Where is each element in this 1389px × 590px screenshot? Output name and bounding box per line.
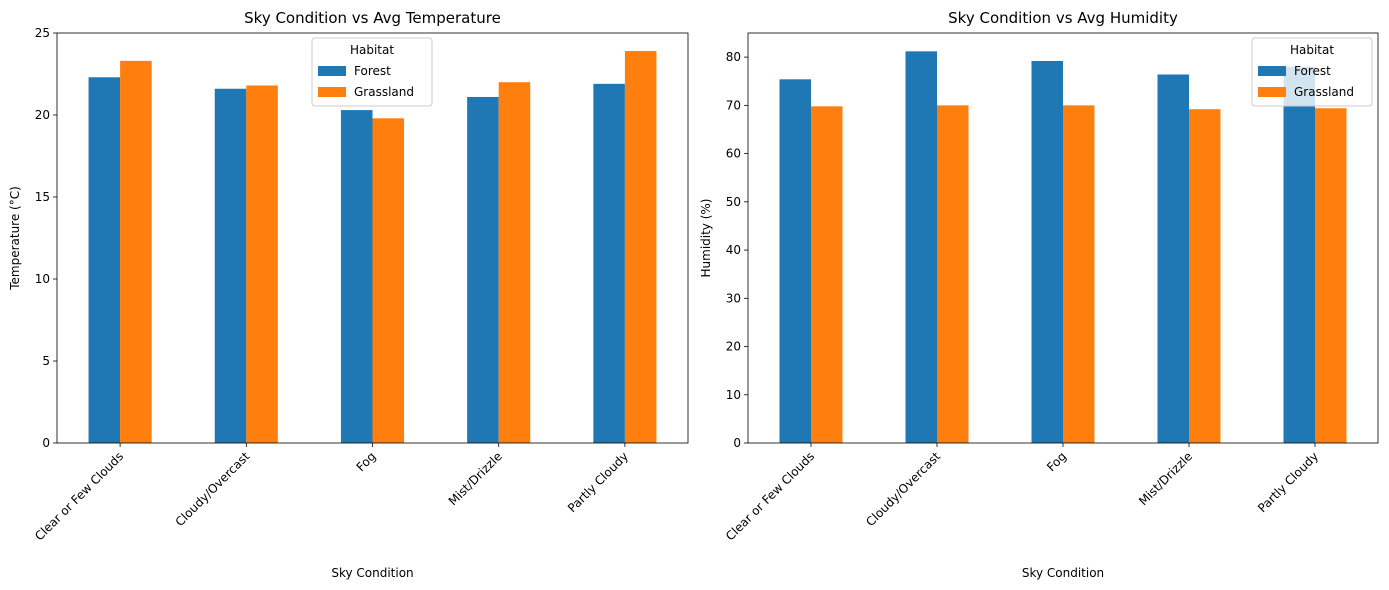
legend-label-forest: Forest — [354, 64, 391, 78]
y-tick-label: 25 — [35, 26, 50, 40]
y-tick-label: 60 — [726, 147, 741, 161]
legend: Habitat Forest Grassland — [311, 37, 433, 107]
y-tick-label: 30 — [726, 291, 741, 305]
bar-forest-3 — [1031, 60, 1063, 443]
y-tick-label: 0 — [733, 436, 741, 450]
legend-label-forest: Forest — [1294, 64, 1331, 78]
legend-label-grassland: Grassland — [354, 85, 414, 99]
legend-swatch-grassland — [1258, 87, 1286, 97]
bar-forest-5 — [593, 83, 625, 443]
x-tick-label: Cloudy/Overcast — [173, 449, 253, 529]
bar-forest-1 — [779, 79, 811, 444]
x-axis-label: Sky Condition — [1022, 566, 1104, 580]
bar-grassland-1 — [811, 106, 843, 443]
legend-title: Habitat — [1290, 43, 1334, 57]
bar-forest-1 — [88, 77, 121, 443]
y-tick-label: 10 — [35, 272, 50, 286]
bar-grassland-5 — [1315, 108, 1347, 443]
bar-forest-4 — [467, 96, 499, 444]
x-tick-label: Mist/Drizzle — [1136, 449, 1195, 508]
x-tick-label: Partly Cloudy — [1255, 449, 1321, 515]
y-axis-label: Temperature (°C) — [8, 186, 22, 291]
chart-2: Sky Condition vs Avg Humidity 0 10 20 30 40 50… — [699, 9, 1379, 580]
y-tick-label: 20 — [35, 108, 50, 122]
bar-forest-2 — [905, 51, 937, 444]
bar-grassland-4 — [1189, 109, 1221, 443]
x-tick-label: Mist/Drizzle — [446, 449, 505, 508]
y-tick-label: 20 — [726, 340, 741, 354]
legend: Habitat Forest Grassland — [1251, 37, 1373, 107]
bar-grassland-5 — [624, 51, 657, 443]
bar-grassland-4 — [498, 82, 531, 443]
x-tick-label: Cloudy/Overcast — [863, 449, 943, 529]
x-tick-label: Partly Cloudy — [565, 449, 631, 515]
legend-swatch-forest — [318, 66, 346, 76]
x-axis-label: Sky Condition — [331, 566, 413, 580]
x-tick-label: Clear or Few Clouds — [723, 449, 817, 543]
legend-swatch-grassland — [318, 87, 346, 97]
x-tick-label: Fog — [1044, 449, 1069, 474]
y-axis-label: Humidity (%) — [699, 199, 713, 278]
bar-grassland-2 — [246, 85, 278, 443]
bar-forest-5 — [1283, 66, 1315, 443]
chart-1: Sky Condition vs Avg Temperature 0 5 10 15 20… — [8, 9, 689, 580]
chart-title: Sky Condition vs Avg Temperature — [244, 9, 501, 27]
x-tick-label: Clear or Few Clouds — [32, 449, 126, 543]
bar-forest-4 — [1157, 74, 1189, 443]
legend-swatch-forest — [1258, 66, 1286, 76]
bar-grassland-3 — [1063, 105, 1095, 444]
y-tick-label: 15 — [35, 190, 50, 204]
y-tick-label: 50 — [726, 195, 741, 209]
legend-label-grassland: Grassland — [1294, 85, 1354, 99]
bar-grassland-1 — [120, 60, 152, 443]
bar-grassland-2 — [937, 105, 969, 444]
bar-forest-3 — [340, 110, 373, 443]
y-tick-label: 10 — [726, 388, 741, 402]
chart-title: Sky Condition vs Avg Humidity — [948, 9, 1178, 27]
y-tick-label: 40 — [726, 243, 741, 257]
y-tick-label: 80 — [726, 50, 741, 64]
y-tick-label: 70 — [726, 98, 741, 112]
bar-grassland-3 — [372, 118, 405, 443]
y-tick-label: 5 — [42, 354, 50, 368]
bar-forest-2 — [214, 88, 247, 443]
y-tick-label: 0 — [42, 436, 50, 450]
legend-title: Habitat — [350, 43, 394, 57]
x-tick-label: Fog — [354, 449, 379, 474]
